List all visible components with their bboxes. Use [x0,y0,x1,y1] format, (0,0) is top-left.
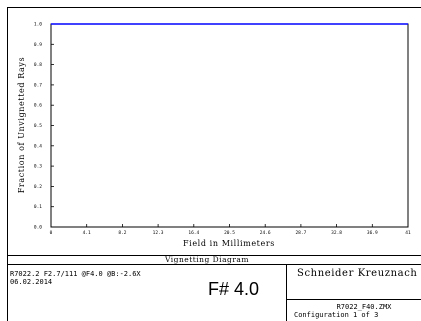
footer-divider [7,255,421,256]
x-tick-label: 28.7 [295,230,306,236]
y-tick-label: 0.3 [34,164,42,170]
y-tick-label: 0.8 [34,62,42,68]
x-axis-label: Field in Millimeters [183,239,275,248]
file-name: R7022_F40.ZMX [336,303,392,311]
x-tick-label: 8.2 [118,230,126,236]
y-tick-label: 0.9 [34,42,42,48]
x-axis-ticks: 0 4.1 8.2 12.3 16.4 20.5 24.6 28.7 32.8 36.9 41 [50,224,411,236]
y-tick-label: 0.4 [34,143,42,149]
company-name: Schneider Kreuznach [297,268,418,279]
footer-divider [7,264,421,265]
lens-date: 06.02.2014 [10,278,53,286]
footer-divider [286,264,287,321]
configuration-label: Configuration 1 of 3 [294,311,379,319]
y-tick-label: 0.7 [34,82,42,88]
x-tick-label: 4.1 [83,230,91,236]
y-axis-label: Fraction of Unvignetted Rays [17,57,26,193]
x-tick-label: 32.8 [331,230,342,236]
x-tick-label: 16.4 [188,230,199,236]
plot-area [50,23,409,228]
f-number-label: F# 4.0 [208,279,260,299]
x-tick-label: 12.3 [153,230,164,236]
footer-divider [286,299,421,300]
y-tick-label: 0.2 [34,184,42,190]
x-tick-label: 20.5 [224,230,235,236]
diagram-title: Vignetting Diagram [164,255,250,264]
y-tick-label: 0.1 [34,204,42,210]
x-tick-label: 24.6 [260,230,271,236]
y-tick-label: 1.0 [34,22,42,28]
y-tick-label: 0.0 [34,225,42,231]
y-tick-label: 0.6 [34,103,42,109]
lens-description: R7022.2 F2.7/111 @F4.0 @B:-2.6X [10,270,141,278]
y-axis-ticks: 0.0 0.1 0.2 0.3 0.4 0.5 0.6 0.7 0.8 0.9 1.0 [34,22,54,231]
x-tick-label: 0 [50,230,53,236]
plot-frame [7,7,421,321]
y-tick-label: 0.5 [34,123,42,129]
x-tick-label: 41 [405,230,411,236]
x-tick-label: 36.9 [367,230,378,236]
